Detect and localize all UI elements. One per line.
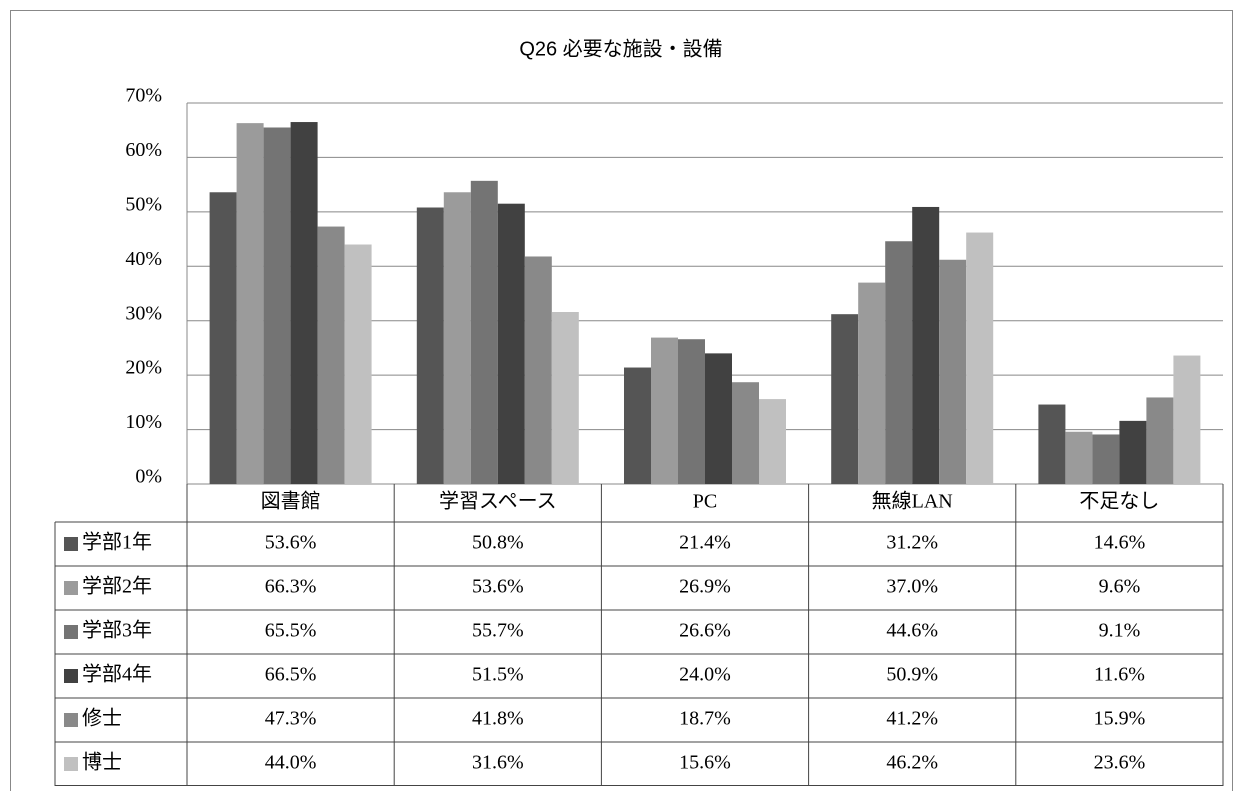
bar	[624, 367, 651, 484]
y-tick-label: 30%	[125, 302, 162, 324]
table-value: 23.6%	[1094, 752, 1146, 774]
bar	[551, 312, 579, 484]
bar	[912, 206, 940, 485]
table-value: 31.2%	[886, 532, 938, 554]
table-value: 31.6%	[472, 752, 524, 774]
table-value: 66.5%	[265, 664, 317, 686]
bar	[1146, 397, 1174, 484]
table-value: 51.5%	[472, 664, 524, 686]
table-value: 44.6%	[886, 620, 938, 642]
table-value: 37.0%	[886, 576, 938, 598]
table-value: 41.8%	[472, 708, 524, 730]
y-tick-label: 10%	[125, 411, 162, 433]
table-value: 18.7%	[679, 708, 731, 730]
bar	[290, 122, 318, 485]
category-label: 無線LAN	[872, 490, 953, 513]
y-tick-label: 0%	[135, 466, 162, 488]
table-value: 24.0%	[679, 664, 731, 686]
legend-swatch	[64, 669, 78, 683]
bar	[416, 207, 444, 484]
bar	[524, 256, 552, 484]
table-value: 26.9%	[679, 576, 731, 598]
table-value: 15.9%	[1094, 708, 1146, 730]
bar	[1119, 420, 1147, 484]
table-value: 41.2%	[886, 708, 938, 730]
legend-label: 学部4年	[82, 663, 152, 686]
bar	[1173, 355, 1201, 484]
y-tick-label: 50%	[125, 193, 162, 215]
bar	[344, 244, 372, 484]
bar	[885, 241, 913, 484]
table-value: 14.6%	[1094, 532, 1146, 554]
table-value: 15.6%	[679, 752, 731, 774]
table-value: 44.0%	[265, 752, 317, 774]
bar	[678, 339, 705, 484]
bar	[732, 382, 759, 484]
legend-label: 修士	[82, 707, 122, 730]
table-value: 21.4%	[679, 532, 731, 554]
category-label: PC	[693, 491, 717, 513]
category-label: 不足なし	[1079, 491, 1159, 513]
bar	[470, 180, 498, 484]
bar	[236, 123, 264, 484]
bar	[939, 259, 967, 484]
legend-label: 学部2年	[82, 575, 152, 598]
legend-swatch	[64, 757, 78, 771]
bar	[759, 399, 786, 484]
table-value: 26.6%	[679, 620, 731, 642]
bar	[1038, 404, 1066, 484]
category-label: 図書館	[261, 490, 321, 513]
category-label: 学習スペース	[439, 490, 557, 513]
table-value: 53.6%	[472, 576, 524, 598]
y-tick-label: 20%	[125, 357, 162, 379]
table-value: 9.6%	[1099, 576, 1141, 598]
bar	[966, 232, 994, 484]
legend-label: 博士	[82, 751, 122, 774]
chart-border	[10, 10, 1233, 791]
bar	[263, 127, 291, 484]
bar	[497, 203, 525, 484]
legend-swatch	[64, 713, 78, 727]
bar	[831, 314, 859, 484]
table-value: 66.3%	[265, 576, 317, 598]
bar	[1065, 431, 1093, 484]
table-value: 65.5%	[265, 620, 317, 642]
table-value: 46.2%	[886, 752, 938, 774]
legend-label: 学部1年	[82, 531, 152, 554]
table-value: 11.6%	[1094, 664, 1145, 686]
y-tick-label: 70%	[125, 85, 162, 107]
bar	[651, 337, 678, 484]
table-value: 50.9%	[886, 664, 938, 686]
bar	[705, 353, 732, 484]
legend-swatch	[64, 581, 78, 595]
chart-title: Q26 必要な施設・設備	[519, 37, 722, 60]
table-value: 47.3%	[265, 708, 317, 730]
y-tick-label: 60%	[125, 139, 162, 161]
table-value: 50.8%	[472, 532, 524, 554]
table-value: 9.1%	[1099, 620, 1141, 642]
bar	[443, 192, 471, 484]
bar	[858, 282, 886, 484]
table-value: 53.6%	[265, 532, 317, 554]
legend-swatch	[64, 537, 78, 551]
legend-label: 学部3年	[82, 619, 152, 642]
y-tick-label: 40%	[125, 248, 162, 270]
bar	[317, 226, 345, 484]
legend-swatch	[64, 625, 78, 639]
table-value: 55.7%	[472, 620, 524, 642]
bar	[209, 192, 237, 484]
bar	[1092, 434, 1120, 484]
